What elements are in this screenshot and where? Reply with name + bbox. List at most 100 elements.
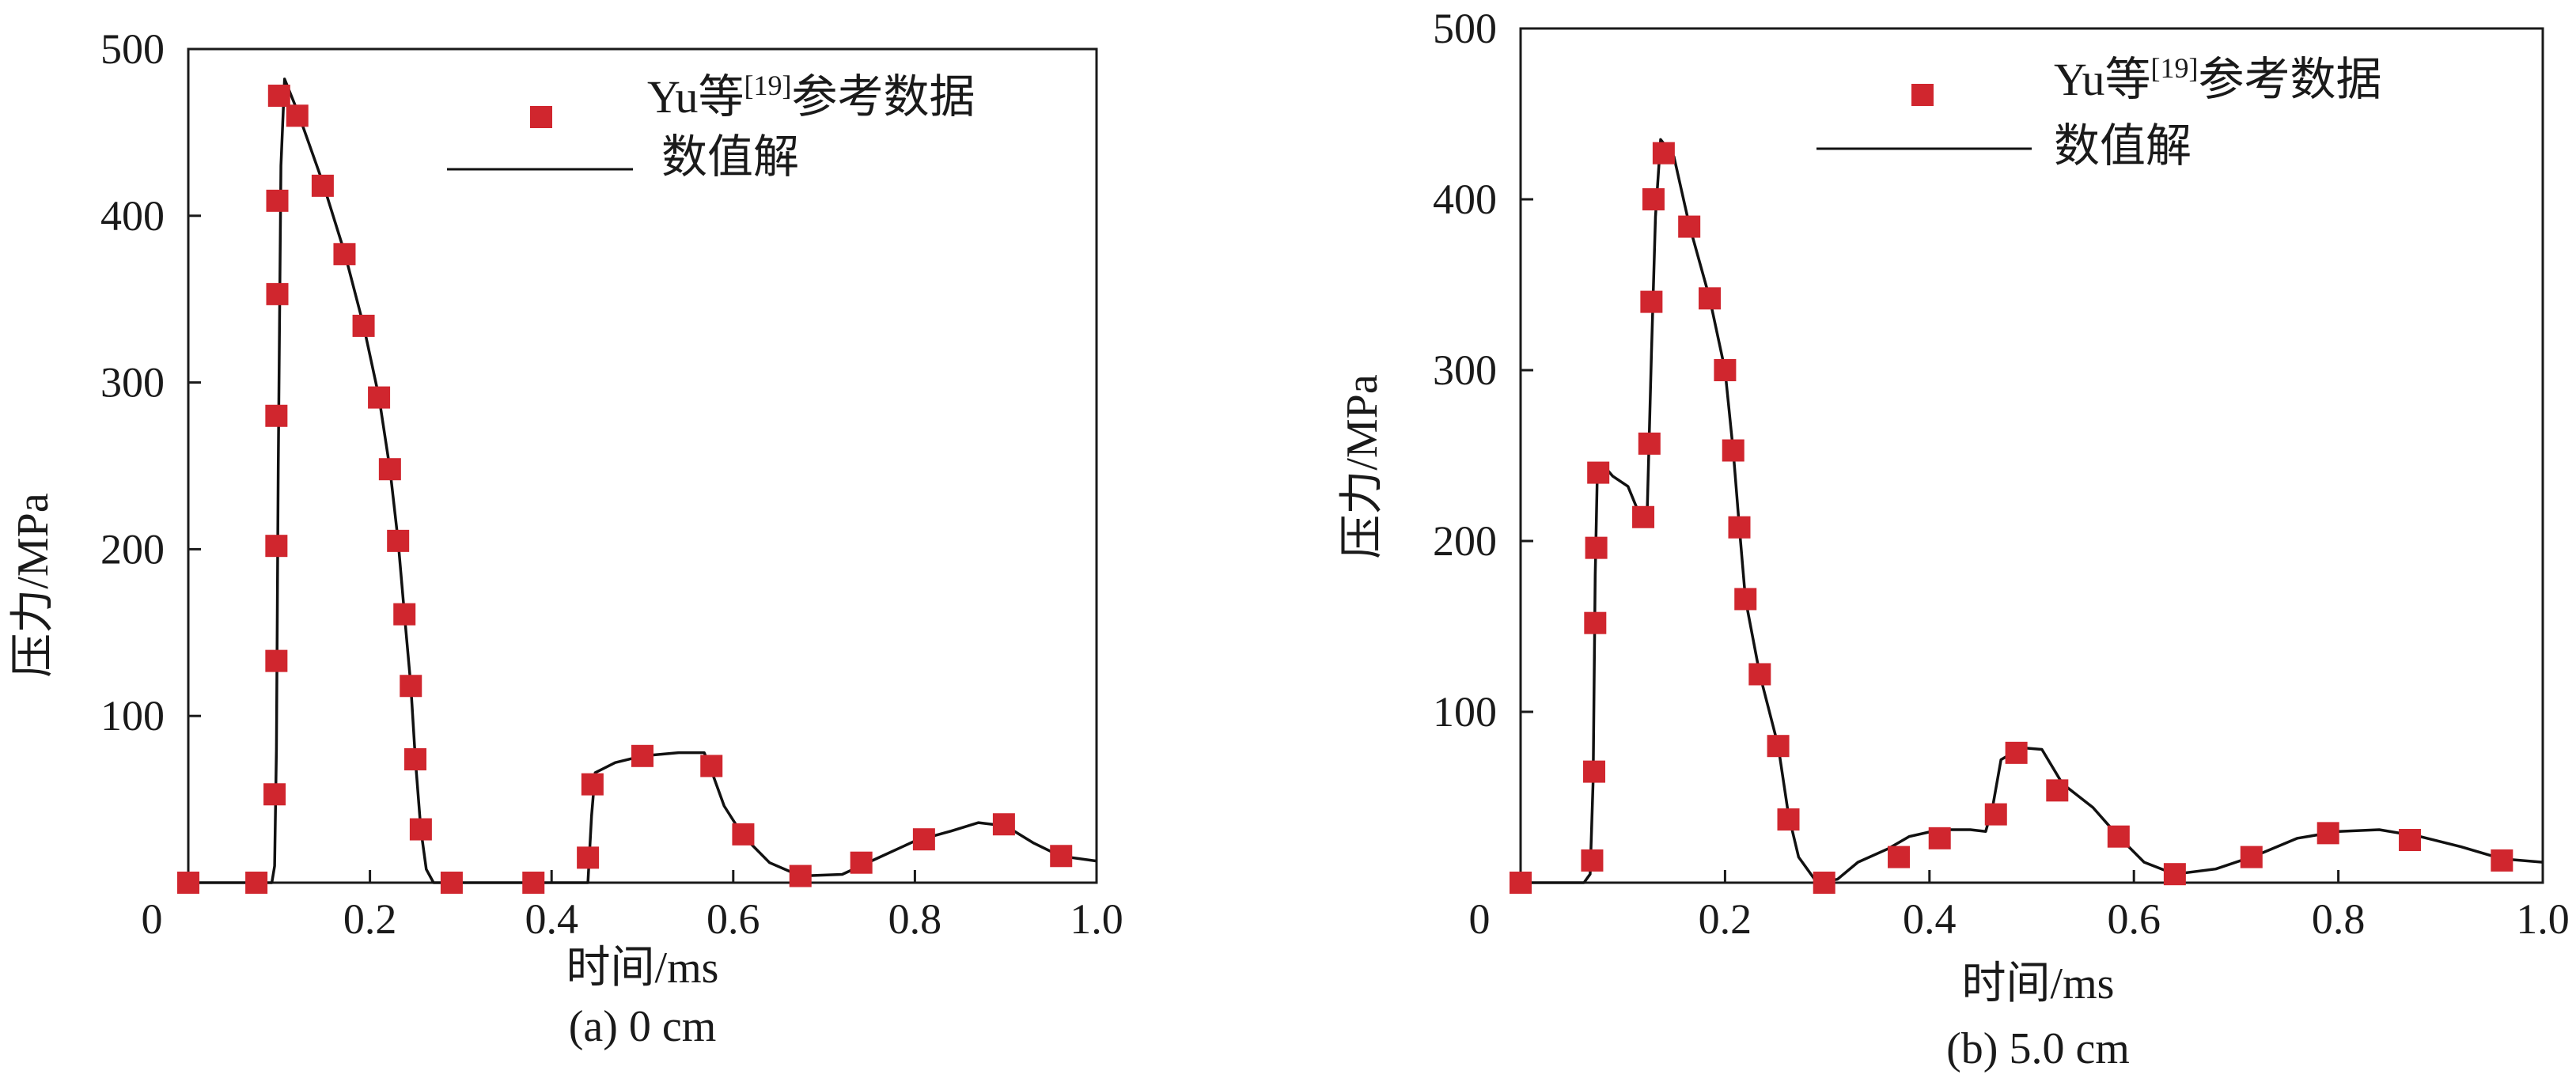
chart-b-y-tick-label: 400 <box>1433 176 1497 223</box>
chart-a-y-tick-label: 500 <box>100 25 165 73</box>
chart-a-origin-label: 0 <box>142 895 163 943</box>
chart-b-data-point <box>1638 432 1661 455</box>
chart-b-y-ticks: 100 200 300 400 500 <box>1433 5 1533 736</box>
chart-a-data-point <box>393 603 416 626</box>
chart-a-data-point <box>700 755 723 777</box>
chart-b-y-tick-label: 300 <box>1433 346 1497 394</box>
chart-b-origin-label: 0 <box>1469 895 1491 943</box>
chart-a-x-ticks: 0.2 0.4 0.6 0.8 1.0 <box>343 870 1123 943</box>
chart-b-line-layer <box>1521 138 2544 884</box>
chart-a-data-point <box>265 404 288 427</box>
chart-a-data-point <box>265 535 288 558</box>
chart-b-data-point <box>1640 290 1663 313</box>
chart-b-legend: Yu等[19]参考数据 数值解 <box>1816 52 2381 172</box>
chart-b-data-point <box>2399 829 2422 851</box>
chart-a-data-point <box>1050 845 1073 868</box>
chart-b-x-tick-label: 0.6 <box>2107 895 2161 943</box>
chart-a-plot-frame <box>187 47 1098 884</box>
chart-b-x-tick-label: 0.2 <box>1699 895 1752 943</box>
chart-a-legend-line-label: 数值解 <box>661 131 799 183</box>
chart-b-data-point <box>1581 849 1604 872</box>
chart-a-data-point <box>400 675 422 698</box>
chart-b-y-tick-label: 200 <box>1433 517 1497 565</box>
chart-b-data-point <box>1587 461 1610 484</box>
chart-b-series-line <box>1521 138 2544 884</box>
chart-b-data-point <box>1585 536 1608 559</box>
chart-b-x-tick-label: 0.4 <box>1903 895 1957 943</box>
chart-b-x-ticks: 0.2 0.4 0.6 0.8 1.0 <box>1699 870 2570 943</box>
chart-b-x-tick-label: 1.0 <box>2516 895 2570 943</box>
chart-b-data-point <box>2107 825 2130 848</box>
chart-a-data-point <box>581 773 604 796</box>
chart-a-x-tick-label: 1.0 <box>1070 895 1123 943</box>
chart-b-x-axis-label: 时间/ms <box>1962 959 2115 1008</box>
chart-a-data-point <box>522 872 545 894</box>
chart-a-x-tick-label: 0.6 <box>707 895 760 943</box>
chart-b-legend-marker-label-main: Yu等 <box>2054 54 2150 105</box>
chart-b-data-point <box>2005 741 2028 764</box>
chart-b-data-point <box>1748 663 1771 686</box>
chart-b-data-point <box>1714 359 1737 381</box>
chart-a-y-ticks: 100 200 300 400 500 <box>100 25 201 740</box>
chart-a-y-axis-label: 压力/MPa <box>9 493 58 677</box>
chart-b-data-point <box>1583 760 1606 783</box>
chart-a-caption: (a) 0 cm <box>569 1002 717 1051</box>
chart-b-data-point <box>1642 188 1665 210</box>
chart-a-data-point <box>245 872 268 894</box>
chart-b-y-axis-label: 压力/MPa <box>1338 374 1387 558</box>
chart-b-data-point <box>1584 611 1607 634</box>
chart-a-x-tick-label: 0.2 <box>343 895 397 943</box>
chart-a-data-point <box>631 744 653 767</box>
chart-a-data-point <box>267 85 290 108</box>
chart-a-data-point <box>266 282 289 305</box>
chart-a-data-point <box>409 818 432 841</box>
chart-b-data-point <box>1777 808 1800 831</box>
chart-a-y-tick-label: 400 <box>100 192 165 240</box>
chart-b-data-point <box>1652 142 1675 165</box>
chart-b-data-point <box>2317 822 2339 845</box>
chart-a-legend-marker-label-tail: 参考数据 <box>791 71 975 123</box>
chart-a-data-point <box>404 748 426 771</box>
chart-a-data-point <box>912 828 935 851</box>
chart-b-data-point <box>1928 827 1951 849</box>
chart-a-data-point <box>266 189 289 212</box>
chart-b-data-point <box>2491 849 2513 872</box>
chart-b-x-tick-label: 0.8 <box>2312 895 2366 943</box>
chart-a-data-point <box>992 813 1015 836</box>
chart-a-x-tick-label: 0.4 <box>525 895 578 943</box>
chart-b-legend-marker-label: Yu等[19]参考数据 <box>2054 52 2381 105</box>
chart-a-legend: Yu等[19]参考数据 数值解 <box>447 70 975 183</box>
chart-b-data-point <box>1888 846 1911 868</box>
chart-a-y-tick-label: 200 <box>100 525 165 573</box>
chart-a-data-point <box>286 104 309 127</box>
chart-b-caption: (b) 5.0 cm <box>1946 1024 2130 1073</box>
chart-b-data-point <box>1767 735 1790 758</box>
chart-b-data-point <box>1813 872 1835 894</box>
chart-b-y-tick-label: 500 <box>1433 5 1497 52</box>
chart-b-legend-line-label: 数值解 <box>2054 120 2191 172</box>
chart-b-data-point <box>1699 287 1722 310</box>
chart-a-data-point <box>789 864 812 887</box>
chart-b-data-point <box>1632 505 1655 528</box>
chart-a-legend-marker-label-main: Yu等 <box>647 71 744 123</box>
chart-b-legend-marker-label-tail: 参考数据 <box>2198 54 2381 105</box>
chart-a-data-point <box>352 314 375 337</box>
chart-b-data-point <box>1722 439 1744 462</box>
chart-b-data-point <box>1728 516 1751 539</box>
chart-a-data-point <box>378 458 401 481</box>
chart-a-data-point <box>850 851 873 874</box>
chart-b-data-point <box>1678 215 1701 238</box>
chart-b-y-tick-label: 100 <box>1433 688 1497 736</box>
chart-b-legend-marker-label-sup: [19] <box>2150 52 2198 84</box>
chart-a-legend-marker-label: Yu等[19]参考数据 <box>647 70 975 123</box>
chart-a-legend-marker-label-sup: [19] <box>744 70 791 101</box>
chart-b-data-point <box>2046 779 2069 802</box>
chart-b-marker-layer <box>1510 142 2513 894</box>
chart-a-data-point <box>577 846 600 869</box>
chart-b-plot-frame <box>1519 27 2544 884</box>
chart-a-x-axis-label: 时间/ms <box>566 944 719 993</box>
chart-a-data-point <box>440 872 463 894</box>
